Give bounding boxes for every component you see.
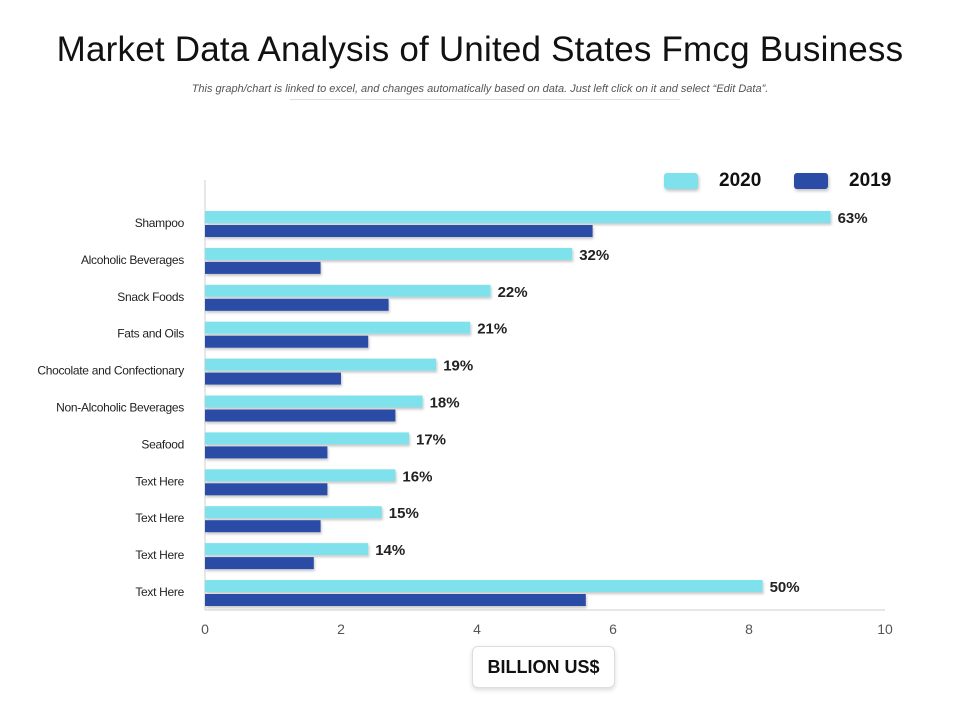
y-category-label: Fats and Oils — [117, 327, 184, 341]
bar-2019 — [205, 446, 328, 459]
subtitle-divider — [290, 99, 680, 100]
data-label: 32% — [579, 247, 609, 264]
data-label: 18% — [430, 395, 460, 412]
chart-labels: Shampoo 63% Alcoholic Beverages 32% Snack Fo… — [37, 210, 867, 599]
y-category-label: Text Here — [135, 585, 184, 599]
bar-2020 — [205, 580, 763, 592]
x-axis-unit-label: BILLION US$ — [472, 646, 615, 688]
bar-2019 — [205, 335, 369, 348]
x-tick-label: 6 — [609, 621, 617, 637]
legend-item-2020: 2020 — [664, 170, 761, 192]
y-category-label: Seafood — [141, 437, 184, 451]
bar-2019 — [205, 261, 321, 274]
bar-2019 — [205, 409, 396, 422]
data-label: 15% — [389, 505, 419, 522]
legend-swatch-2020 — [664, 173, 698, 189]
legend-label-2019: 2019 — [849, 170, 892, 191]
y-category-label: Chocolate and Confectionary — [37, 364, 184, 378]
bar-2019 — [205, 594, 586, 606]
bar-2019 — [205, 483, 328, 496]
y-category-label: Non-Alcoholic Beverages — [56, 401, 184, 415]
bar-2019 — [205, 225, 593, 237]
bar-2020 — [205, 211, 831, 223]
y-category-label: Text Here — [135, 474, 184, 488]
data-label: 14% — [375, 542, 405, 559]
data-label: 17% — [416, 431, 446, 448]
bar-2020 — [205, 432, 409, 445]
bar-2020 — [205, 543, 369, 556]
data-label: 21% — [477, 321, 507, 338]
legend-swatch-2019 — [794, 173, 828, 189]
x-tick-label: 8 — [745, 621, 753, 637]
page-title: Market Data Analysis of United States Fm… — [56, 30, 904, 69]
bar-2020 — [205, 247, 573, 260]
x-tick-label: 10 — [877, 621, 893, 637]
bar-2020 — [205, 321, 471, 334]
bar-2019 — [205, 372, 341, 385]
data-label: 19% — [443, 358, 473, 375]
page-subtitle: This graph/chart is linked to excel, and… — [191, 83, 769, 95]
bar-2019 — [205, 557, 314, 570]
data-label: 63% — [838, 210, 868, 227]
x-tick-label: 4 — [473, 621, 481, 637]
data-label: 22% — [498, 284, 528, 301]
y-category-label: Text Here — [135, 511, 184, 525]
bar-2020 — [205, 506, 382, 519]
data-label: 50% — [770, 579, 800, 596]
legend-label-2020: 2020 — [719, 170, 762, 191]
bar-2020 — [205, 284, 491, 297]
bar-2020 — [205, 469, 396, 482]
y-category-label: Shampoo — [135, 216, 185, 230]
bar-2019 — [205, 298, 389, 311]
bar-2020 — [205, 358, 437, 371]
bar-2020 — [205, 395, 423, 408]
legend-item-2019: 2019 — [794, 170, 891, 192]
chart-bars — [205, 211, 831, 606]
y-category-label: Snack Foods — [117, 290, 184, 304]
y-category-label: Text Here — [135, 548, 184, 562]
data-label: 16% — [402, 468, 432, 485]
x-tick-label: 2 — [337, 621, 345, 637]
y-category-label: Alcoholic Beverages — [81, 253, 184, 267]
bar-2019 — [205, 520, 321, 533]
x-tick-label: 0 — [201, 621, 209, 637]
